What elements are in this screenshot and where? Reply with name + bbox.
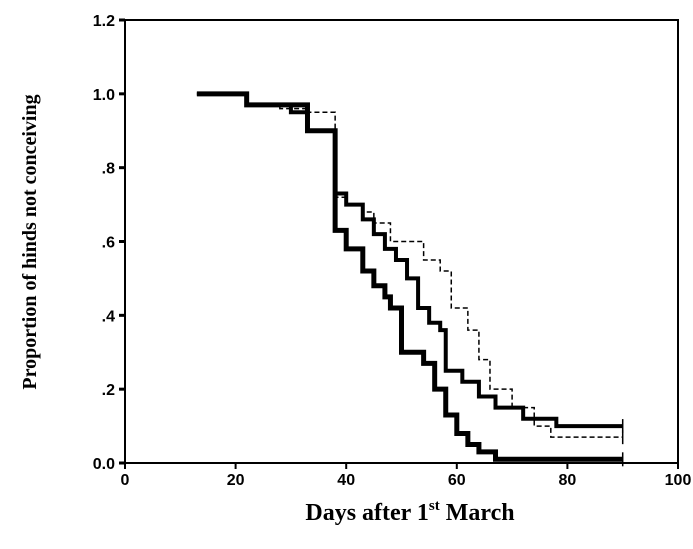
x-title-sup: st xyxy=(429,498,440,514)
x-tick-label: 0 xyxy=(121,472,130,489)
x-tick-label: 60 xyxy=(448,472,466,489)
step-line xyxy=(196,93,623,438)
y-tick-label: .2 xyxy=(102,382,115,399)
y-tick-label: 1.0 xyxy=(93,87,115,104)
x-axis-title: Days after 1st March xyxy=(305,498,514,526)
x-tick-label: 100 xyxy=(665,472,692,489)
y-tick-label: .6 xyxy=(102,235,115,252)
step-line xyxy=(196,91,623,429)
y-tick-label: 0.0 xyxy=(93,456,115,473)
x-tick-label: 80 xyxy=(559,472,577,489)
y-tick-label: 1.2 xyxy=(93,13,115,30)
y-axis-title: Proportion of hinds not conceiving xyxy=(19,94,41,389)
x-title-rest: March xyxy=(446,500,515,526)
x-tick-label: 40 xyxy=(337,472,355,489)
y-tick-label: .4 xyxy=(102,308,115,325)
x-tick-label: 20 xyxy=(227,472,245,489)
x-title-main: Days after 1 xyxy=(305,500,429,526)
y-tick-label: .8 xyxy=(102,161,115,178)
